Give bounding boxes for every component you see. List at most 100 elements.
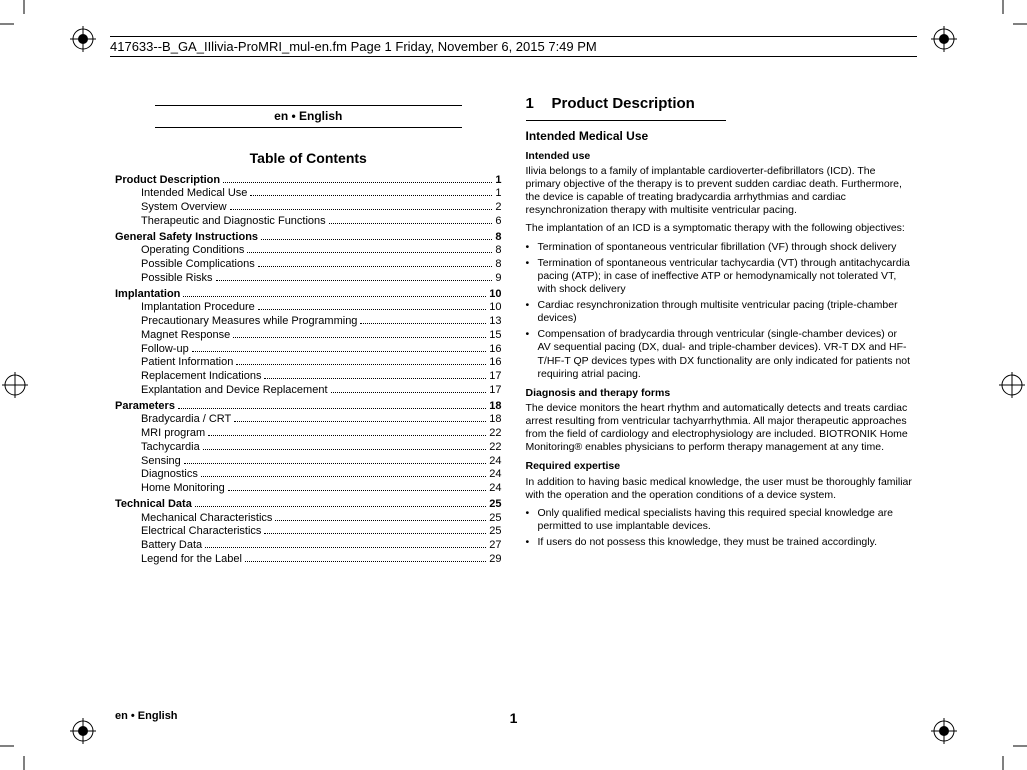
toc-entry-level1: Implantation10 bbox=[115, 288, 502, 302]
toc-leader-dots bbox=[261, 232, 492, 240]
toc-entry-page: 24 bbox=[489, 468, 501, 482]
toc-entry-label: Sensing bbox=[141, 455, 181, 469]
toc-entry-label: Magnet Response bbox=[141, 329, 230, 343]
toc-entry-label: Intended Medical Use bbox=[141, 187, 247, 201]
toc-leader-dots bbox=[205, 540, 486, 548]
toc-entry-level2: Patient Information16 bbox=[115, 356, 502, 370]
toc-leader-dots bbox=[331, 385, 487, 393]
page-number: 1 bbox=[510, 710, 518, 726]
toc-leader-dots bbox=[245, 554, 486, 562]
toc-entry-level2: Operating Conditions 8 bbox=[115, 244, 502, 258]
registration-mark-icon bbox=[931, 718, 957, 744]
body-text: Ilivia belongs to a family of implantabl… bbox=[526, 165, 913, 218]
toc-entry-page: 18 bbox=[489, 413, 501, 427]
toc-entry-page: 8 bbox=[495, 244, 501, 258]
toc-entry-page: 24 bbox=[489, 455, 501, 469]
toc-leader-dots bbox=[250, 189, 492, 197]
toc-entry-level2: Home Monitoring24 bbox=[115, 482, 502, 496]
paragraph-heading: Diagnosis and therapy forms bbox=[526, 387, 913, 400]
toc-entry-label: Operating Conditions bbox=[141, 244, 244, 258]
right-column: 1Product Description Intended Medical Us… bbox=[526, 95, 913, 700]
section-title: 1Product Description bbox=[526, 95, 913, 114]
content-area: en • English Table of Contents Product D… bbox=[115, 95, 912, 700]
toc-entry-label: Therapeutic and Diagnostic Functions bbox=[141, 215, 326, 229]
section-number: 1 bbox=[526, 95, 552, 114]
crop-mark-icon bbox=[973, 0, 1027, 54]
toc-entry-label: Possible Complications bbox=[141, 258, 255, 272]
bullet-item: Only qualified medical specialists havin… bbox=[526, 507, 913, 533]
toc-leader-dots bbox=[183, 289, 486, 297]
toc-entry-page: 8 bbox=[495, 231, 501, 245]
toc-entry-page: 9 bbox=[495, 272, 501, 286]
toc-entry-label: MRI program bbox=[141, 427, 205, 441]
toc-entry-label: Electrical Characteristics bbox=[141, 525, 261, 539]
toc-entry-label: Precautionary Measures while Programming bbox=[141, 315, 357, 329]
toc-entry-level2: Intended Medical Use 1 bbox=[115, 187, 502, 201]
toc-entry-level1: Technical Data25 bbox=[115, 498, 502, 512]
toc-entry-label: Tachycardia bbox=[141, 441, 200, 455]
registration-mark-icon bbox=[999, 372, 1025, 398]
bullet-list: Only qualified medical specialists havin… bbox=[526, 507, 913, 549]
toc-leader-dots bbox=[203, 442, 487, 450]
paragraph-heading: Intended use bbox=[526, 150, 913, 163]
toc-entry-level1: Parameters18 bbox=[115, 400, 502, 414]
toc-entry-level1: General Safety Instructions8 bbox=[115, 231, 502, 245]
toc-entry-label: Bradycardia / CRT bbox=[141, 413, 231, 427]
body-text: In addition to having basic medical know… bbox=[526, 476, 913, 502]
registration-mark-icon bbox=[2, 372, 28, 398]
toc-entry-page: 22 bbox=[489, 441, 501, 455]
toc-entry-page: 25 bbox=[489, 525, 501, 539]
toc-leader-dots bbox=[184, 456, 486, 464]
toc-entry-page: 1 bbox=[495, 187, 501, 201]
toc-leader-dots bbox=[195, 499, 486, 507]
toc-leader-dots bbox=[247, 246, 492, 254]
toc-entry-page: 8 bbox=[495, 258, 501, 272]
toc-list: Product Description1Intended Medical Use… bbox=[115, 174, 502, 567]
toc-entry-label: Mechanical Characteristics bbox=[141, 512, 272, 526]
toc-leader-dots bbox=[192, 344, 487, 352]
toc-entry-page: 29 bbox=[489, 553, 501, 567]
toc-leader-dots bbox=[223, 175, 492, 183]
toc-entry-level2: System Overview2 bbox=[115, 201, 502, 215]
toc-leader-dots bbox=[264, 527, 486, 535]
toc-entry-label: Battery Data bbox=[141, 539, 202, 553]
toc-entry-level2: MRI program 22 bbox=[115, 427, 502, 441]
toc-leader-dots bbox=[275, 513, 486, 521]
footer-language: en • English bbox=[115, 710, 178, 722]
toc-entry-level2: Mechanical Characteristics25 bbox=[115, 512, 502, 526]
bullet-item: Termination of spontaneous ventricular f… bbox=[526, 241, 913, 254]
toc-entry-level2: Explantation and Device Replacement17 bbox=[115, 384, 502, 398]
toc-entry-level2: Sensing 24 bbox=[115, 455, 502, 469]
toc-leader-dots bbox=[329, 216, 493, 224]
page: 417633--B_GA_IIlivia-ProMRI_mul-en.fm Pa… bbox=[0, 0, 1027, 770]
toc-leader-dots bbox=[230, 202, 493, 210]
page-header: 417633--B_GA_IIlivia-ProMRI_mul-en.fm Pa… bbox=[110, 36, 917, 57]
toc-entry-level2: Battery Data27 bbox=[115, 539, 502, 553]
toc-entry-level2: Precautionary Measures while Programming… bbox=[115, 315, 502, 329]
toc-leader-dots bbox=[178, 401, 486, 409]
language-header: en • English bbox=[155, 105, 462, 128]
toc-entry-level2: Electrical Characteristics 25 bbox=[115, 525, 502, 539]
toc-leader-dots bbox=[201, 470, 486, 478]
toc-entry-page: 17 bbox=[489, 370, 501, 384]
toc-entry-page: 15 bbox=[489, 329, 501, 343]
toc-entry-page: 22 bbox=[489, 427, 501, 441]
crop-mark-icon bbox=[0, 0, 54, 54]
toc-entry-label: Technical Data bbox=[115, 498, 192, 512]
toc-entry-label: Legend for the Label bbox=[141, 553, 242, 567]
toc-entry-level2: Magnet Response 15 bbox=[115, 329, 502, 343]
toc-entry-level2: Possible Risks9 bbox=[115, 272, 502, 286]
toc-entry-level2: Bradycardia / CRT 18 bbox=[115, 413, 502, 427]
subsection-heading: Intended Medical Use bbox=[526, 129, 913, 144]
toc-entry-label: Implantation Procedure bbox=[141, 301, 255, 315]
registration-mark-icon bbox=[70, 26, 96, 52]
toc-entry-level2: Replacement Indications17 bbox=[115, 370, 502, 384]
toc-entry-page: 10 bbox=[489, 288, 501, 302]
left-column: en • English Table of Contents Product D… bbox=[115, 95, 502, 700]
toc-entry-page: 17 bbox=[489, 384, 501, 398]
section-rule bbox=[526, 120, 727, 121]
toc-entry-page: 16 bbox=[489, 343, 501, 357]
toc-entry-page: 13 bbox=[489, 315, 501, 329]
bullet-item: Cardiac resynchronization through multis… bbox=[526, 299, 913, 325]
body-text: The implantation of an ICD is a symptoma… bbox=[526, 222, 913, 235]
